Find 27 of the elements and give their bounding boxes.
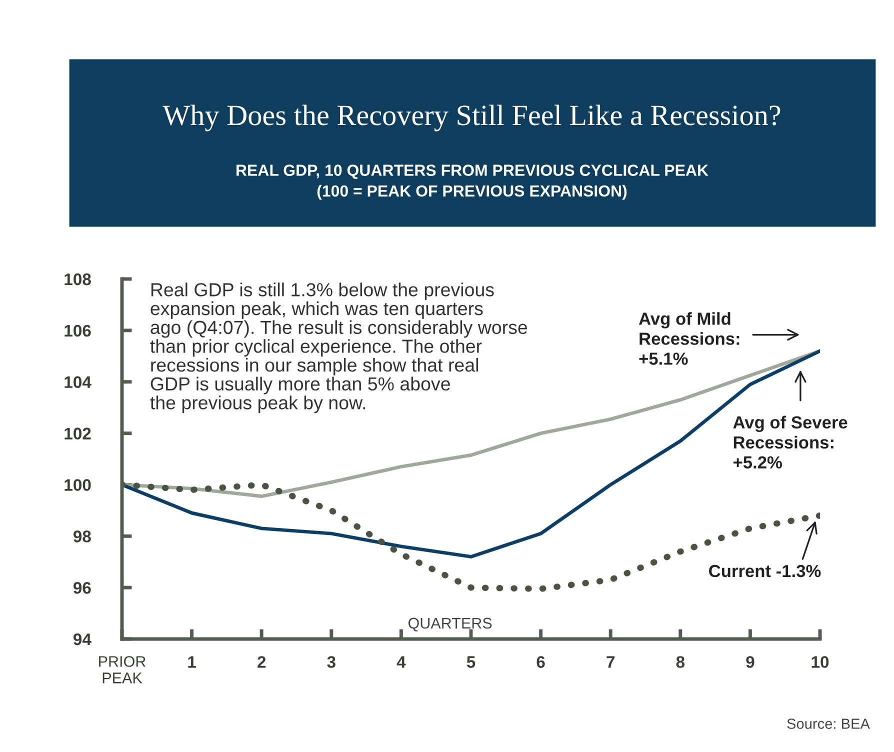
y-tick-label: 106 bbox=[64, 324, 91, 337]
y-tick-label: 102 bbox=[64, 428, 91, 440]
x-tick-label: 5 bbox=[466, 656, 476, 668]
x-tick-label: PRIOR PEAK bbox=[99, 656, 146, 684]
chart-subtitle: REAL GDP, 10 QUARTERS FROM PREVIOUS CYCLICAL PEAK (100 = PEAK OF PREVIOUS EXPANSION) bbox=[236, 164, 708, 200]
x-tick-label: 8 bbox=[676, 656, 685, 668]
y-tick-label: 96 bbox=[73, 582, 91, 594]
x-tick-label: 4 bbox=[396, 656, 406, 668]
x-tick-label: 6 bbox=[536, 656, 545, 668]
annotation: Real GDP is still 1.3% below the previous expansion peak, which was ten quarters ago (Q4:07). The result is considerably worse than prior cyclical experience. The other recessions in our sample show that real GDP is usually more than 5% above the previous peak by now. bbox=[150, 282, 528, 414]
chart-title: Why Does the Recovery Still Feel Like a Recession? bbox=[162, 104, 780, 132]
x-tick-label: 3 bbox=[327, 656, 336, 668]
y-tick-label: 104 bbox=[64, 376, 92, 388]
y-tick-label: 100 bbox=[64, 479, 91, 491]
source-note: Source: BEA bbox=[787, 718, 870, 729]
x-tick-label: 7 bbox=[606, 656, 614, 668]
annotation: Avg of Severe Recessions: +5.2% bbox=[733, 416, 848, 469]
y-tick-label: 98 bbox=[73, 530, 91, 542]
x-tick-label: 10 bbox=[812, 656, 829, 668]
x-axis-title: QUARTERS bbox=[408, 618, 492, 632]
annotation: Avg of Mild Recessions: +5.1% bbox=[638, 312, 740, 365]
x-tick-label: 9 bbox=[746, 656, 754, 668]
y-tick-label: 94 bbox=[73, 633, 92, 646]
y-tick-label: 108 bbox=[64, 273, 91, 286]
x-tick-label: 2 bbox=[258, 656, 266, 668]
annotation: Current -1.3% bbox=[709, 564, 821, 578]
x-tick-label: 1 bbox=[188, 656, 196, 668]
